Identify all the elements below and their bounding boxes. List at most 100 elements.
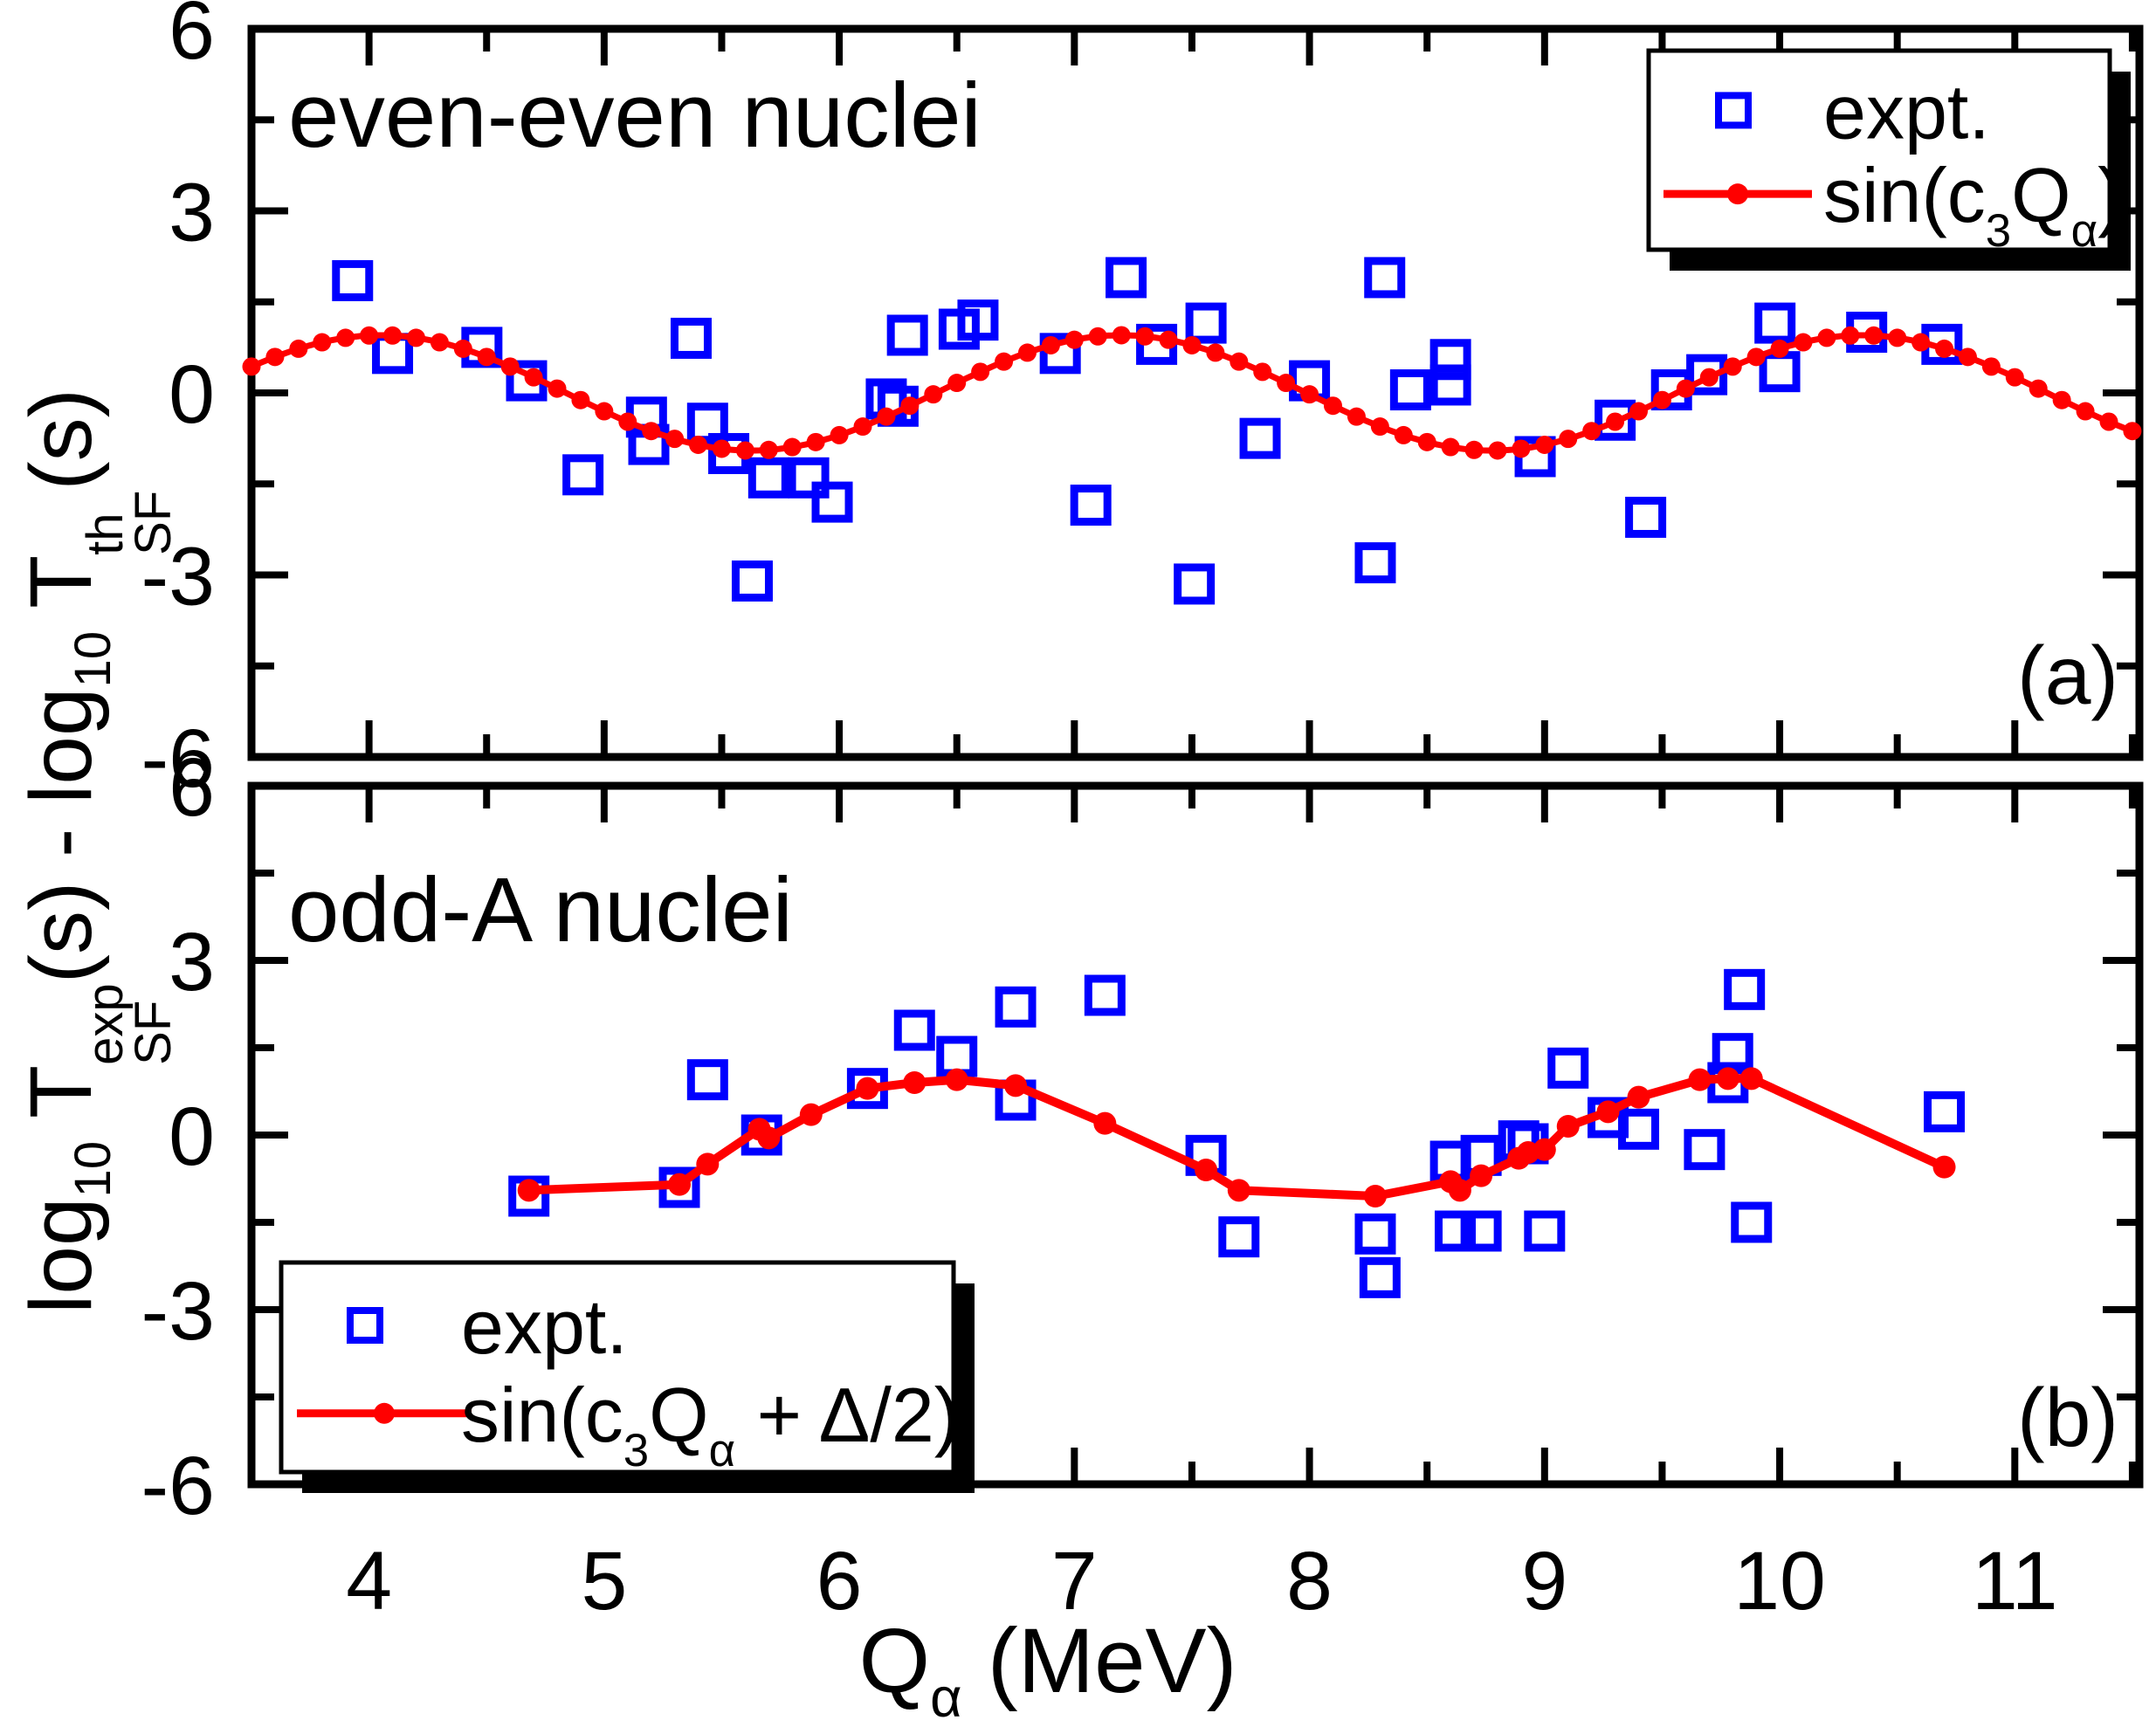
fit-marker xyxy=(1182,335,1202,354)
expt-point xyxy=(995,986,1037,1028)
fit-marker xyxy=(1932,1155,1956,1179)
label-part: Q xyxy=(858,1610,930,1712)
expt-point xyxy=(1354,542,1396,584)
fit-marker xyxy=(548,379,567,398)
expt-point xyxy=(1686,354,1728,396)
label-part: sin(c xyxy=(1823,152,1986,238)
fit-marker xyxy=(1888,328,1907,347)
fit-marker xyxy=(782,437,802,457)
expt-point xyxy=(893,1009,935,1051)
y-tick-label: 0 xyxy=(169,348,215,441)
fit-marker xyxy=(877,407,896,426)
fit-marker xyxy=(1841,326,1860,345)
x-tick-label: 9 xyxy=(1521,1535,1567,1627)
subscript: 3 xyxy=(623,1425,649,1476)
label-part: + Δ/2) xyxy=(735,1372,960,1458)
fit-marker xyxy=(1093,1111,1117,1135)
fit-marker xyxy=(689,435,708,454)
fit-marker xyxy=(1699,368,1719,387)
x-tick-label: 10 xyxy=(1733,1535,1826,1627)
legend-box xyxy=(279,1260,956,1475)
subscript: 3 xyxy=(1986,205,2011,257)
expt-point xyxy=(1039,333,1081,375)
fit-marker xyxy=(360,326,379,345)
fit-marker xyxy=(1746,347,1766,367)
subscript: 10 xyxy=(64,1140,121,1198)
subscript: α xyxy=(930,1668,961,1720)
fit-marker xyxy=(1206,343,1225,362)
fit-marker xyxy=(313,333,332,352)
fit-marker xyxy=(1716,1067,1739,1090)
y-tick-label: 3 xyxy=(169,167,215,259)
x-tick-label: 8 xyxy=(1286,1535,1333,1627)
legend-fit-label: sin(c3​Qα​) xyxy=(1823,152,2123,257)
expt-point xyxy=(1218,1216,1260,1258)
fit-marker xyxy=(1723,357,1742,376)
fit-marker xyxy=(830,425,849,444)
expt-point xyxy=(1618,1108,1660,1150)
expt-point xyxy=(1389,369,1431,411)
fit-marker xyxy=(1911,333,1931,352)
fit-marker xyxy=(571,390,590,409)
x-tick-label: 7 xyxy=(1051,1535,1098,1627)
panel-a-fit-curve xyxy=(242,326,2142,460)
fit-marker xyxy=(2029,379,2048,398)
fit-marker xyxy=(799,1103,823,1126)
fit-marker xyxy=(1559,430,1578,449)
fit-marker xyxy=(500,357,520,376)
expt-point xyxy=(788,457,830,499)
fit-marker xyxy=(995,352,1014,371)
x-tick-label: 5 xyxy=(581,1535,627,1627)
fit-marker xyxy=(383,326,403,345)
expt-point xyxy=(1731,1201,1773,1243)
panel-a-legend: expt.sin(c3​Qα​) xyxy=(1646,48,2131,271)
expt-point xyxy=(1547,1047,1589,1089)
y-tick-label: 3 xyxy=(169,916,215,1008)
fit-marker xyxy=(668,1173,692,1196)
expt-point xyxy=(1359,1256,1401,1298)
expt-point xyxy=(1174,563,1216,605)
expt-point xyxy=(957,299,999,341)
y-tick-label: -3 xyxy=(141,531,215,623)
fit-marker xyxy=(924,385,943,404)
fit-marker xyxy=(1556,1115,1580,1138)
fit-marker xyxy=(1606,412,1625,431)
fit-marker xyxy=(618,412,637,431)
fit-marker xyxy=(1582,422,1602,441)
label-part: (s) - log xyxy=(11,687,110,984)
fit-marker xyxy=(806,432,825,451)
expt-point xyxy=(731,560,773,602)
fit-marker xyxy=(757,1126,781,1150)
expt-point xyxy=(747,457,789,499)
fit-marker xyxy=(1596,1100,1620,1124)
legend-expt-label: expt. xyxy=(461,1283,628,1370)
fit-marker xyxy=(524,368,543,387)
y-tick-label: 6 xyxy=(169,0,215,77)
panel-b-fit-curve xyxy=(517,1067,1956,1207)
fit-marker xyxy=(430,333,449,352)
fit-marker xyxy=(642,422,661,441)
expt-point xyxy=(1595,399,1636,441)
expt-point xyxy=(1724,968,1766,1010)
legend-fit-marker xyxy=(374,1402,395,1424)
fit-marker xyxy=(1394,425,1413,444)
expt-point xyxy=(1759,351,1801,393)
panel-odd-a: 6 3 0 -3 -6 odd-A nuclei (b) expt.sin(c3​Qα​… xyxy=(141,741,2144,1532)
panel-even-even: 630-3-6 even-even nuclei (a) expt.sin(c3… xyxy=(141,0,2144,805)
subscript: 10 xyxy=(64,630,121,688)
expt-point xyxy=(1435,1210,1477,1252)
fit-marker xyxy=(1088,327,1107,346)
expt-point xyxy=(1684,1129,1725,1171)
fit-marker xyxy=(1652,390,1671,409)
fit-marker xyxy=(1470,1164,1493,1187)
fit-marker xyxy=(1004,1074,1028,1097)
fit-marker xyxy=(289,339,308,358)
super-sub-stack: exp SF xyxy=(77,983,182,1065)
expt-point xyxy=(562,454,604,496)
expt-point xyxy=(1070,485,1112,526)
fit-marker xyxy=(1533,1138,1556,1161)
fit-marker xyxy=(406,328,425,347)
fit-marker xyxy=(2052,390,2071,409)
fit-marker xyxy=(1017,343,1037,362)
